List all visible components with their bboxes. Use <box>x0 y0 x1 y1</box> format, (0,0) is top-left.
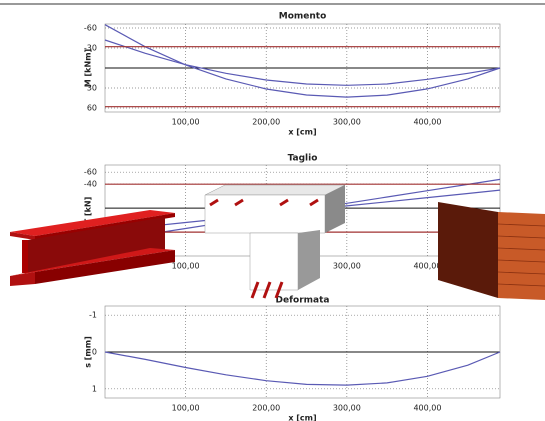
y-tick-label: 0 <box>92 348 97 357</box>
y-tick-label: 1 <box>92 384 97 393</box>
y-tick-label: -30 <box>84 44 97 53</box>
x-tick-label: 100,00 <box>172 404 200 413</box>
t-section-icon <box>204 184 346 299</box>
x-tick-label: 400,00 <box>413 118 441 127</box>
x-tick-label: 300,00 <box>333 262 361 271</box>
y-tick-label: -40 <box>84 180 97 189</box>
y-tick-label: 30 <box>87 84 97 93</box>
y-axis-label: T [kN] <box>84 197 93 225</box>
series-line <box>104 24 501 98</box>
series-line <box>104 39 501 86</box>
steel-beam-icon <box>10 210 175 286</box>
x-tick-label: 400,00 <box>413 262 441 271</box>
brick-wall-icon <box>438 202 545 300</box>
y-tick-label: -60 <box>84 168 97 177</box>
chart-title: Deformata <box>276 296 330 306</box>
chart-title: Taglio <box>288 154 318 164</box>
x-tick-label: 100,00 <box>172 262 200 271</box>
x-tick-label: 300,00 <box>333 404 361 413</box>
y-axis-label: M [kNm] <box>84 49 93 87</box>
x-axis-label: x [cm] <box>288 414 316 421</box>
y-tick-label: -60 <box>84 24 97 33</box>
y-axis-label: s [mm] <box>84 336 93 368</box>
series-line <box>104 351 501 386</box>
x-tick-label: 200,00 <box>252 404 280 413</box>
x-tick-label: 200,00 <box>252 118 280 127</box>
x-tick-label: 100,00 <box>172 118 200 127</box>
x-tick-label: 300,00 <box>333 118 361 127</box>
y-tick-label: 60 <box>87 104 97 113</box>
x-axis-label: x [cm] <box>288 128 316 137</box>
x-tick-label: 400,00 <box>413 404 441 413</box>
y-tick-label: -1 <box>89 311 97 320</box>
charts: Momento 100,00 200,00 300,00 400,00 -60 -30 30 6… <box>84 12 501 421</box>
chart-title: Momento <box>279 12 327 22</box>
